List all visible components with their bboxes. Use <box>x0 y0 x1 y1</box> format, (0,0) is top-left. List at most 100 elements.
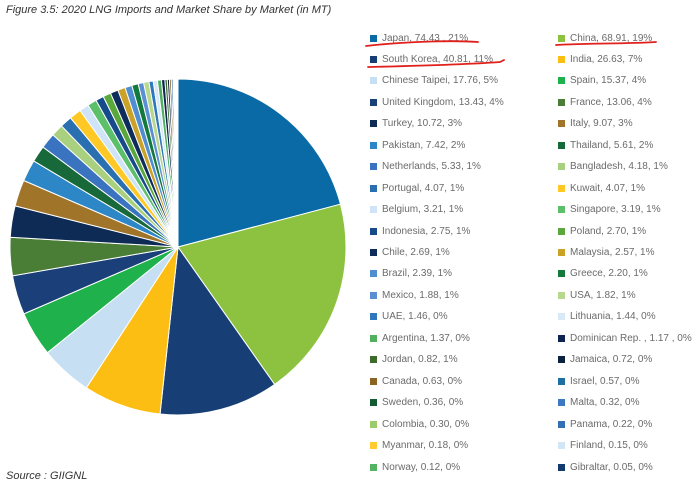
legend-swatch <box>370 184 377 192</box>
legend-swatch <box>370 249 377 256</box>
legend-label: Myanmar, 0.18, 0% <box>382 440 469 452</box>
legend-label: Italy, 9.07, 3% <box>570 118 633 130</box>
legend-swatch <box>370 77 377 85</box>
legend-swatch <box>558 399 565 407</box>
legend-label: Lithuania, 1.44, 0% <box>570 311 656 323</box>
legend-swatch <box>370 442 377 450</box>
legend-swatch <box>558 249 565 256</box>
legend-swatch <box>370 313 377 321</box>
source-note: Source : GIIGNL <box>6 470 88 482</box>
legend-label: France, 13.06, 4% <box>570 96 652 108</box>
legend-item-uae: UAE, 1.46, 0% <box>370 310 448 324</box>
legend-label: Mexico, 1.88, 1% <box>382 289 459 301</box>
legend-item-belgium: Belgium, 3.21, 1% <box>370 203 463 217</box>
legend-swatch <box>558 184 565 192</box>
legend-label: Turkey, 10.72, 3% <box>382 118 463 130</box>
legend-item-indonesia: Indonesia, 2.75, 1% <box>370 224 470 238</box>
pie-slice-japan <box>177 78 342 248</box>
legend-item-chinese-taipei: Chinese Taipei, 17.76, 5% <box>370 74 498 88</box>
legend-item-finland: Finland, 0.15, 0% <box>558 439 648 453</box>
legend-item-india: India, 26.63, 7% <box>558 52 642 66</box>
legend-swatch <box>370 399 377 407</box>
legend-item-mexico: Mexico, 1.88, 1% <box>370 288 459 302</box>
legend-swatch <box>558 463 565 471</box>
legend-label: Brazil, 2.39, 1% <box>382 268 453 280</box>
legend-item-portugal: Portugal, 4.07, 1% <box>370 181 464 195</box>
legend-item-lithuania: Lithuania, 1.44, 0% <box>558 310 656 324</box>
legend-swatch <box>558 227 565 235</box>
legend-swatch <box>370 270 377 278</box>
legend-swatch <box>558 313 565 321</box>
legend-label: China, 68.91, 19% <box>570 32 653 44</box>
legend-label: Jamaica, 0.72, 0% <box>570 354 653 366</box>
legend-swatch <box>370 206 377 214</box>
legend-swatch <box>558 334 565 342</box>
legend-swatch <box>558 120 565 128</box>
legend-swatch <box>370 227 377 235</box>
legend-item-canada: Canada, 0.63, 0% <box>370 374 462 388</box>
legend-label: Norway, 0.12, 0% <box>382 461 461 473</box>
legend-item-usa: USA, 1.82, 1% <box>558 288 636 302</box>
legend-label: Dominican Rep. , 1.17 , 0% <box>570 332 692 344</box>
legend-label: Thailand, 5.61, 2% <box>570 139 654 151</box>
legend-swatch <box>558 163 565 171</box>
legend-label: Malaysia, 2.57, 1% <box>570 247 655 258</box>
legend-swatch <box>370 163 377 171</box>
legend-swatch <box>558 270 565 278</box>
legend-label: Chile, 2.69, 1% <box>382 247 450 258</box>
legend-item-japan: Japan, 74.43 , 21% <box>370 31 468 45</box>
legend-label: Malta, 0.32, 0% <box>570 397 640 409</box>
legend-item-dominican-rep: Dominican Rep. , 1.17 , 0% <box>558 331 692 345</box>
figure-title: Figure 3.5: 2020 LNG Imports and Market … <box>6 4 332 16</box>
legend-label: Pakistan, 7.42, 2% <box>382 139 466 151</box>
legend-item-colombia: Colombia, 0.30, 0% <box>370 417 469 431</box>
legend-label: USA, 1.82, 1% <box>570 289 636 301</box>
legend-swatch <box>370 356 377 364</box>
legend-item-myanmar: Myanmar, 0.18, 0% <box>370 439 468 453</box>
legend-swatch <box>558 141 565 149</box>
legend-item-malaysia: Malaysia, 2.57, 1% <box>558 246 655 260</box>
legend-label: Argentina, 1.37, 0% <box>382 332 470 344</box>
pie-slice-china <box>177 203 347 386</box>
pie-slice-south-korea <box>159 245 276 416</box>
legend-label: Finland, 0.15, 0% <box>570 440 648 452</box>
legend-label: Greece, 2.20, 1% <box>570 268 648 280</box>
legend-item-panama: Panama, 0.22, 0% <box>558 417 652 431</box>
legend-item-turkey: Turkey, 10.72, 3% <box>370 117 462 131</box>
legend-swatch <box>558 55 565 63</box>
legend-swatch <box>370 377 377 385</box>
legend-label: Japan, 74.43 , 21% <box>382 32 469 44</box>
legend-label: Indonesia, 2.75, 1% <box>382 225 471 237</box>
legend-item-poland: Poland, 2.70, 1% <box>558 224 646 238</box>
legend-item-italy: Italy, 9.07, 3% <box>558 117 633 131</box>
legend-swatch <box>558 420 565 428</box>
legend-item-argentina: Argentina, 1.37, 0% <box>370 331 470 345</box>
legend-item-united-kingdom: United Kingdom, 13.43, 4% <box>370 95 504 109</box>
legend-swatch <box>558 442 565 450</box>
legend-swatch <box>558 98 565 106</box>
legend-label: Sweden, 0.36, 0% <box>382 397 464 409</box>
legend-swatch <box>558 377 565 385</box>
legend-swatch <box>370 291 377 299</box>
legend-item-spain: Spain, 15.37, 4% <box>558 74 646 88</box>
legend-label: Singapore, 3.19, 1% <box>570 204 661 216</box>
legend-label: Portugal, 4.07, 1% <box>382 182 465 194</box>
legend-label: Gibraltar, 0.05, 0% <box>570 461 653 473</box>
legend-label: Canada, 0.63, 0% <box>382 375 463 387</box>
legend-label: Spain, 15.37, 4% <box>570 75 647 87</box>
legend-swatch <box>558 356 565 364</box>
legend-item-south-korea: South Korea, 40.81, 11% <box>370 52 493 66</box>
legend-label: Colombia, 0.30, 0% <box>382 418 470 430</box>
legend-item-france: France, 13.06, 4% <box>558 95 652 109</box>
legend-label: Netherlands, 5.33, 1% <box>382 161 481 173</box>
legend-label: Jordan, 0.82, 1% <box>382 354 458 366</box>
legend-item-sweden: Sweden, 0.36, 0% <box>370 396 463 410</box>
legend-label: Belgium, 3.21, 1% <box>382 204 464 216</box>
legend-label: Chinese Taipei, 17.76, 5% <box>382 75 499 87</box>
legend-item-jordan: Jordan, 0.82, 1% <box>370 353 458 367</box>
legend-swatch <box>370 34 377 42</box>
legend-item-pakistan: Pakistan, 7.42, 2% <box>370 138 465 152</box>
legend-swatch <box>370 55 377 63</box>
legend-swatch <box>370 98 377 106</box>
